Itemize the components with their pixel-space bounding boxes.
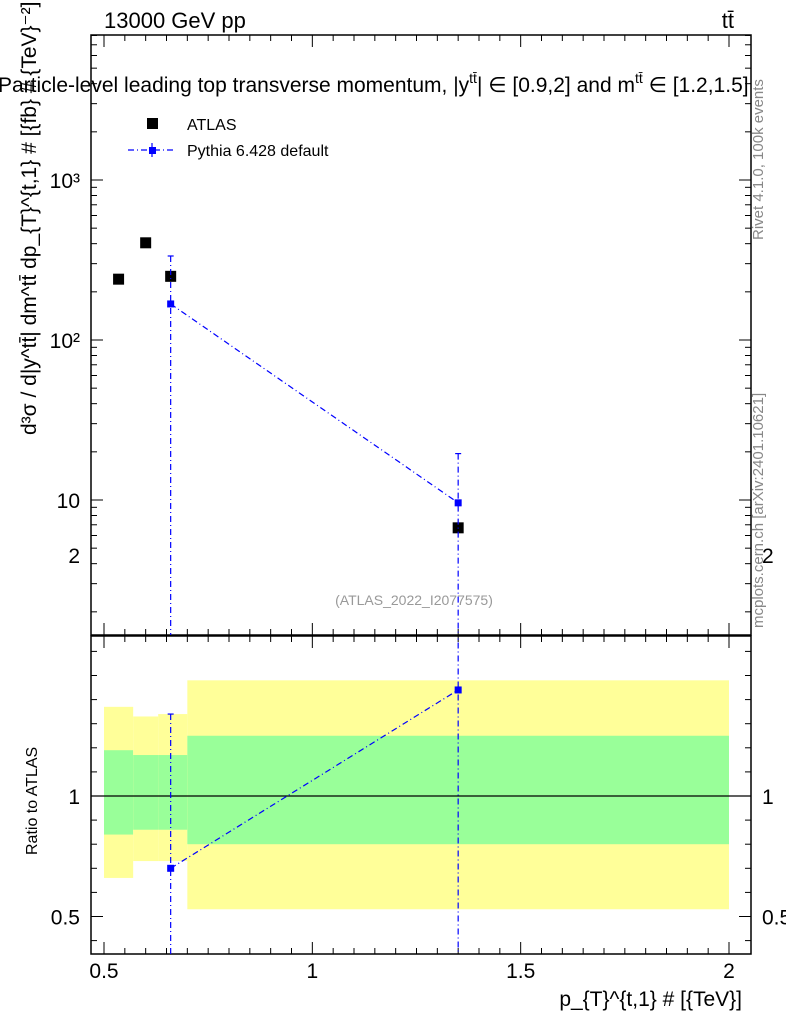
main-y-axis-label: d³σ / d|y^tt̄| dm^tt̄ dp_{T}^{t,1} # [{f… xyxy=(18,2,41,435)
main-y-axis-label-text: d³σ / d|y^tt̄| dm^tt̄ dp_{T}^{t,1} # [{f… xyxy=(18,2,41,435)
ratio-y-axis-label: Ratio to ATLAS xyxy=(24,747,41,855)
x-tick-label: 2 xyxy=(723,960,735,983)
atlas-data-point xyxy=(140,237,152,249)
ratio-y-tick-label-right: 2 xyxy=(762,545,774,568)
main-y-tick-label: 10³ xyxy=(50,170,80,193)
legend-atlas-marker xyxy=(147,118,158,129)
ratio-band-inner xyxy=(104,750,134,835)
ratio-y-tick-label-left: 2 xyxy=(68,545,80,568)
legend-pythia-marker xyxy=(149,147,156,154)
ratio-pythia-point xyxy=(454,686,462,694)
analysis-id: (ATLAS_2022_I2077575) xyxy=(335,592,493,608)
pythia-line xyxy=(170,303,459,504)
ratio-pythia-line xyxy=(170,689,459,869)
plot-title-part-2: | ∈ [0.9,2] and m xyxy=(477,74,635,97)
pythia-data-point xyxy=(454,499,462,507)
main-y-tick-label: 10 xyxy=(57,490,80,513)
header-left: 13000 GeV pp xyxy=(104,8,246,33)
x-tick-label: 1.5 xyxy=(506,960,535,983)
legend-atlas-label: ATLAS xyxy=(187,117,237,134)
plot-title-part-1: Particle-level leading top transverse mo… xyxy=(0,74,470,97)
ratio-panel-data xyxy=(91,636,751,954)
legend-pythia-label: Pythia 6.428 default xyxy=(187,143,329,160)
atlas-data-point xyxy=(165,270,177,282)
ratio-bands xyxy=(104,680,730,910)
x-tick-label: 1 xyxy=(306,960,318,983)
ratio-y-tick-label-left: 1 xyxy=(68,786,80,809)
header-right: tt̄ xyxy=(722,8,734,33)
main-frame xyxy=(90,34,752,636)
ratio-frame xyxy=(90,635,752,955)
mcplots-label: mcplots.cern.ch [arXiv:2401.10621] xyxy=(750,393,767,628)
plot-title-sup-1: tt̄ xyxy=(469,70,477,86)
legend: ATLAS Pythia 6.428 default xyxy=(128,117,329,160)
axis-ticks: 0.5 1 1.5 2 10 10² 10³ 0.5 0.5 1 1 2 2 xyxy=(50,35,786,983)
plot-title-sup-2: tt̄ xyxy=(635,70,643,86)
main-panel-data xyxy=(113,237,464,635)
plot-title: Particle-level leading top transverse mo… xyxy=(0,70,749,97)
ratio-pythia-point xyxy=(167,864,175,872)
main-y-tick-label: 10² xyxy=(50,330,80,353)
ratio-y-tick-label-left: 0.5 xyxy=(51,907,80,930)
ratio-band-inner xyxy=(133,755,159,830)
x-axis-label: p_{T}^{t,1} # [{TeV}] xyxy=(559,988,742,1011)
atlas-data-point xyxy=(113,273,125,285)
ratio-band-inner xyxy=(158,755,188,830)
rivet-label: Rivet 4.1.0, 100k events xyxy=(750,79,767,240)
plot-title-part-3: ∈ [1.2,1.5] xyxy=(643,74,749,97)
ratio-y-tick-label-right: 1 xyxy=(762,786,774,809)
pythia-data-point xyxy=(167,300,175,308)
ratio-y-tick-label-right: 0.5 xyxy=(762,907,786,930)
x-tick-label: 0.5 xyxy=(89,960,118,983)
